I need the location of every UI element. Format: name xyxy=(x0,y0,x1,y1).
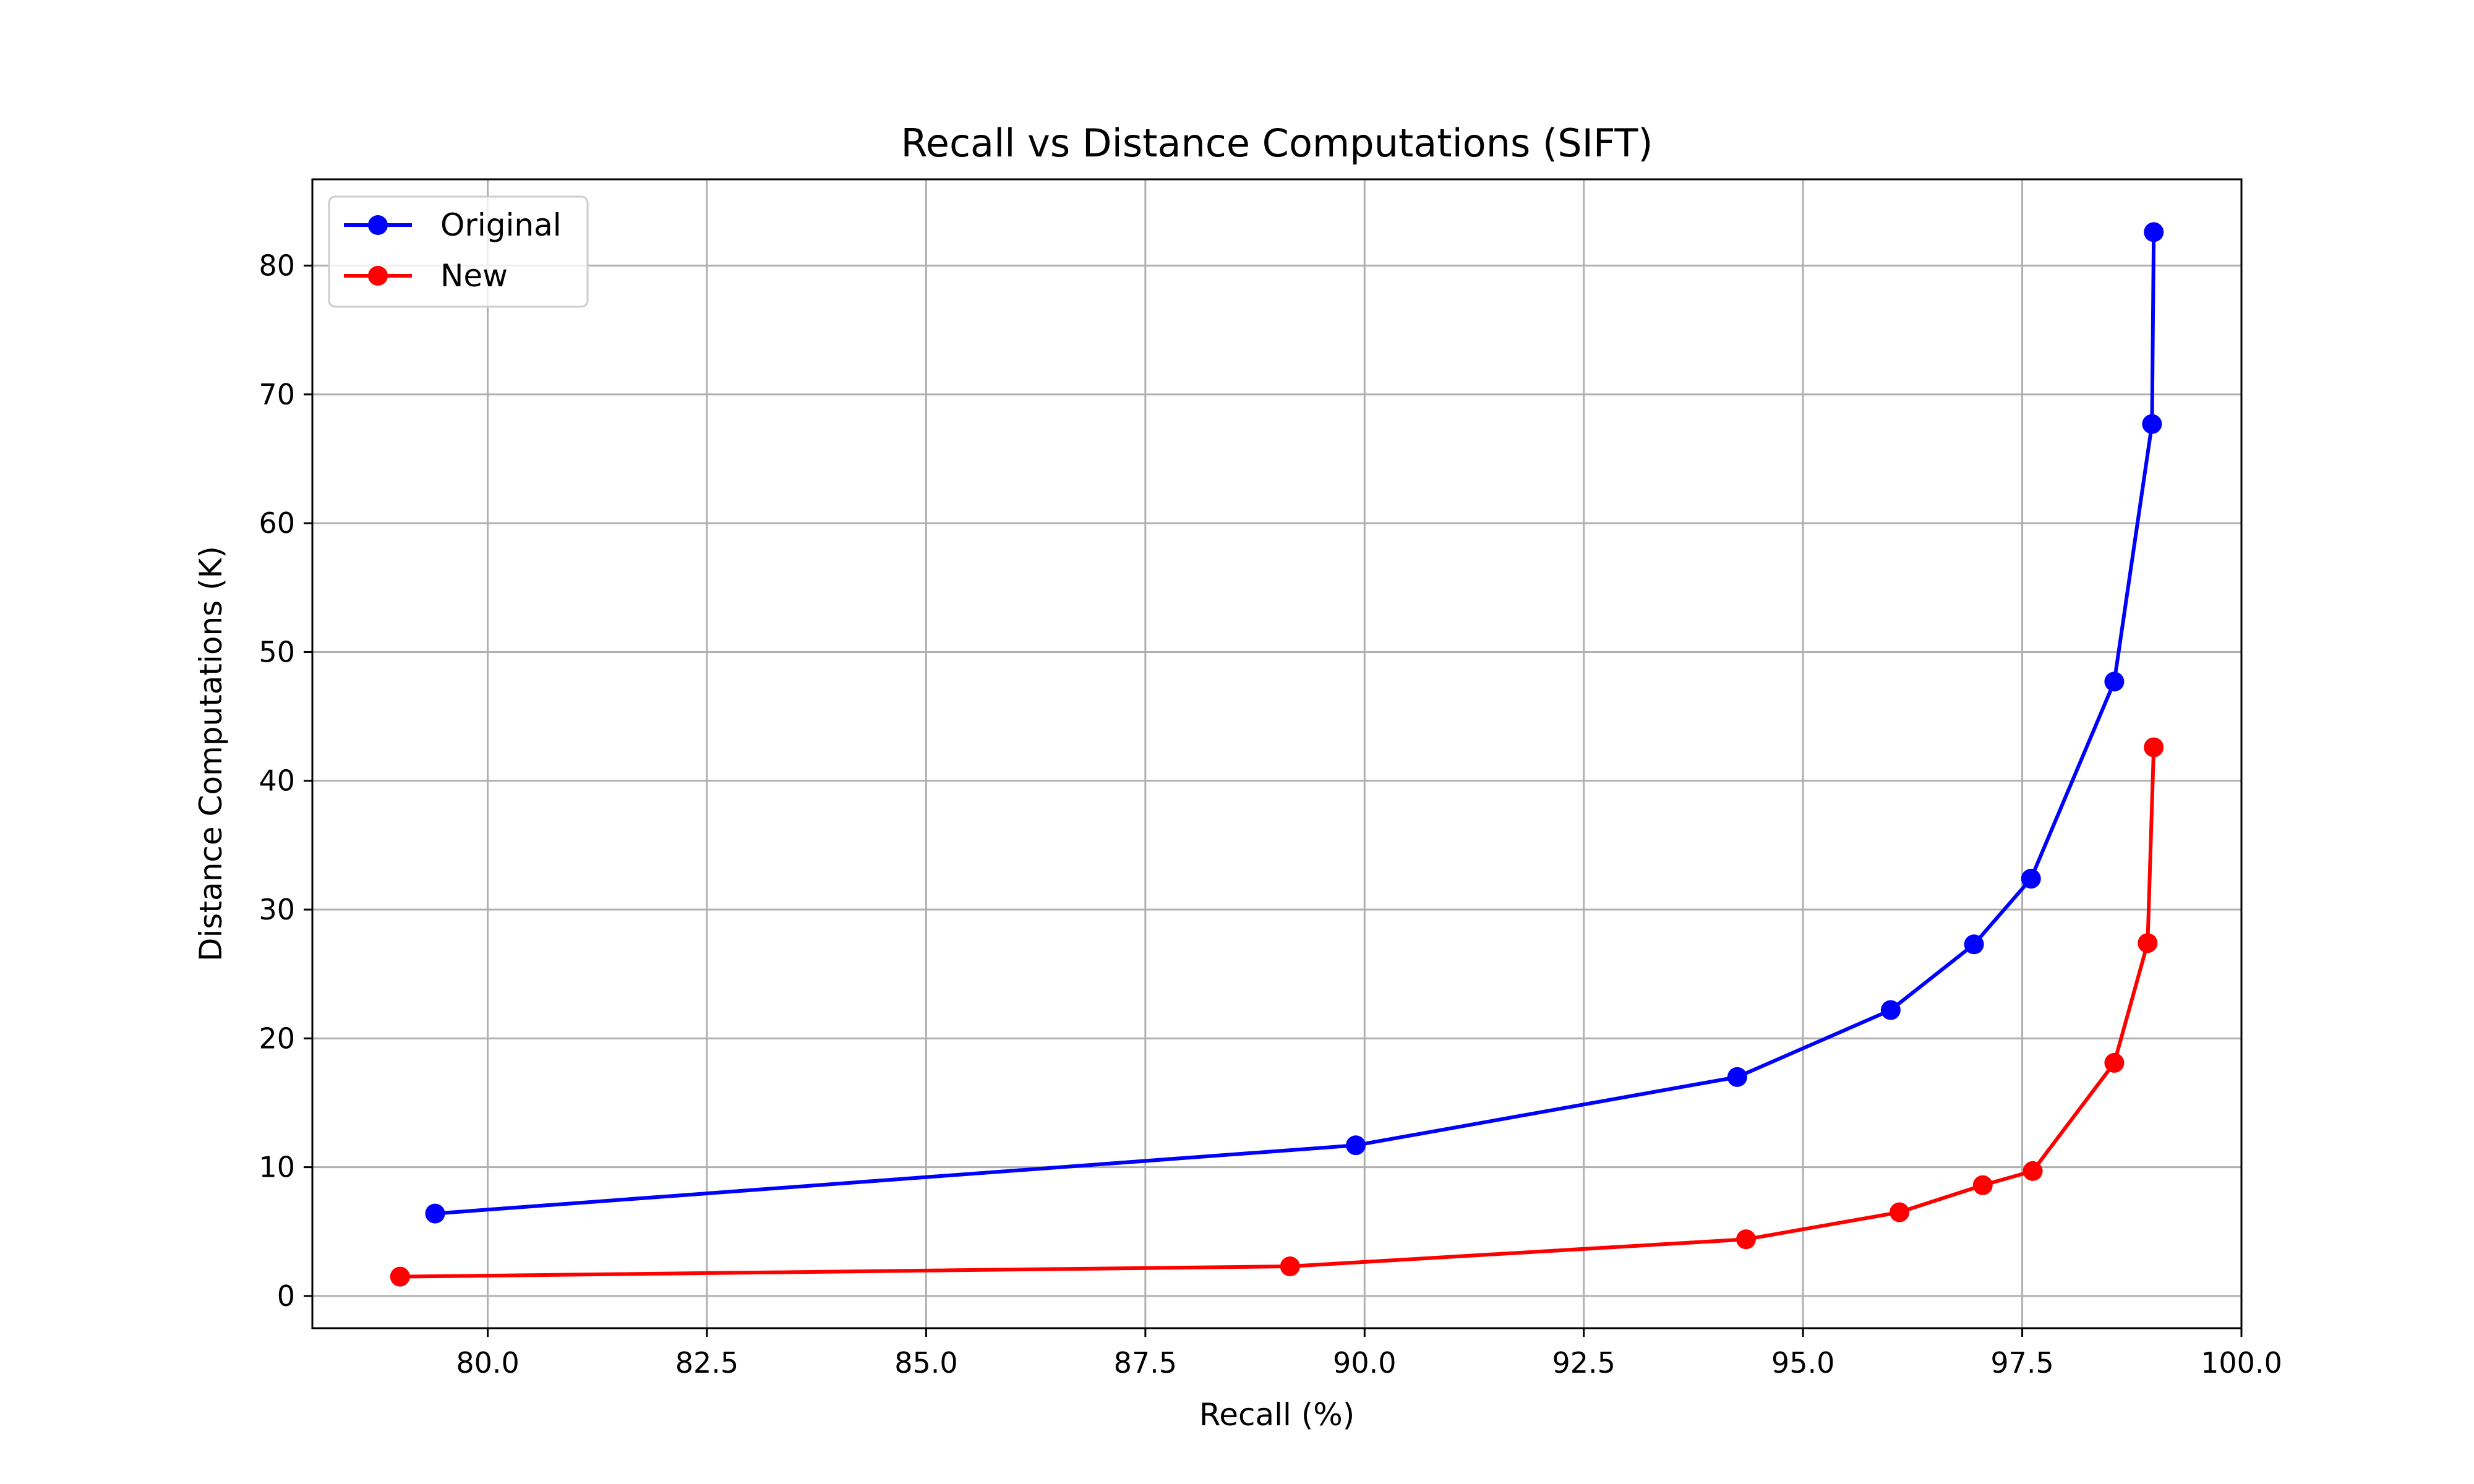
data-point xyxy=(1964,934,1984,955)
data-point xyxy=(1972,1175,1993,1195)
y-tick-label: 0 xyxy=(277,1279,295,1313)
x-tick-label: 97.5 xyxy=(1990,1346,2053,1380)
x-tick-label: 95.0 xyxy=(1771,1346,1834,1380)
y-axis-label: Distance Computations (K) xyxy=(193,546,229,962)
x-tick-label: 85.0 xyxy=(894,1346,957,1380)
data-point xyxy=(2138,933,2158,953)
y-tick-label: 20 xyxy=(259,1021,295,1055)
legend: Original New xyxy=(328,195,589,308)
data-point xyxy=(2144,737,2164,757)
data-point xyxy=(2142,414,2162,434)
x-axis-label: Recall (%) xyxy=(1199,1397,1355,1433)
y-tick-label: 50 xyxy=(259,635,295,668)
x-tick-label: 80.0 xyxy=(456,1346,519,1380)
data-point xyxy=(2022,1161,2043,1181)
data-point xyxy=(1280,1256,1300,1277)
data-point xyxy=(1736,1229,1756,1250)
data-point xyxy=(2104,1052,2125,1073)
y-axis-ticks: 0 10 20 30 40 50 60 70 80 xyxy=(259,249,312,1313)
legend-label: Original xyxy=(440,207,562,243)
data-point xyxy=(390,1266,410,1287)
legend-item: New xyxy=(344,258,508,294)
y-tick-label: 70 xyxy=(259,378,295,411)
legend-marker xyxy=(368,266,388,286)
legend-item: Original xyxy=(344,207,562,243)
data-point xyxy=(1727,1067,1747,1087)
y-tick-label: 60 xyxy=(259,506,295,540)
data-point xyxy=(2104,672,2125,692)
x-tick-label: 100.0 xyxy=(2201,1346,2282,1380)
series-original xyxy=(425,222,2164,1224)
x-tick-label: 82.5 xyxy=(675,1346,738,1380)
y-tick-label: 80 xyxy=(259,249,295,283)
data-point xyxy=(2144,222,2164,242)
legend-marker xyxy=(368,215,388,235)
x-tick-label: 92.5 xyxy=(1552,1346,1615,1380)
y-tick-label: 40 xyxy=(259,764,295,798)
series-new xyxy=(390,737,2164,1287)
data-point xyxy=(1880,1000,1901,1020)
data-point xyxy=(425,1203,445,1224)
plot-frame xyxy=(311,178,2243,1329)
data-point xyxy=(2021,869,2041,889)
legend-label: New xyxy=(440,258,508,294)
x-tick-label: 90.0 xyxy=(1333,1346,1396,1380)
data-point xyxy=(1890,1202,1910,1222)
series-layer xyxy=(390,222,2164,1287)
chart-title: Recall vs Distance Computations (SIFT) xyxy=(901,121,1653,166)
x-axis-ticks: 80.0 82.5 85.0 87.5 90.0 92.5 95.0 97.5 100.0 xyxy=(456,1328,2282,1380)
data-point xyxy=(1346,1135,1366,1156)
x-tick-label: 87.5 xyxy=(1114,1346,1177,1380)
y-tick-label: 30 xyxy=(259,893,295,926)
y-tick-label: 10 xyxy=(259,1151,295,1184)
